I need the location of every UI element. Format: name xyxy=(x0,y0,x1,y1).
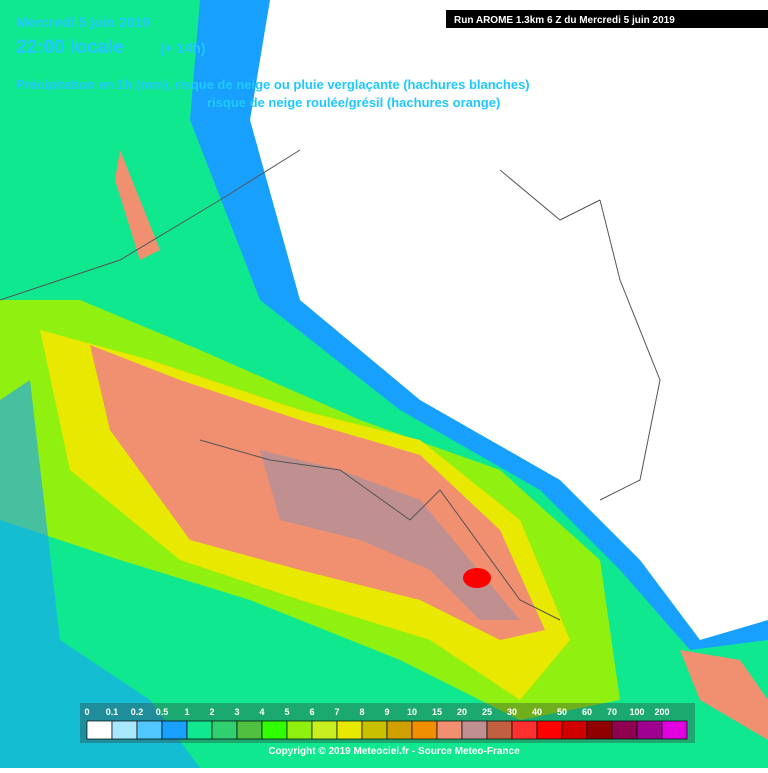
legend-label: 0 xyxy=(84,707,89,717)
legend: 0 0.1 0.2 0.5 1 2 3 4 5 6 7 8 9 10 15 20 25 30 40 50 60 70 100… xyxy=(80,703,695,743)
time: 22:00 locale xyxy=(16,37,124,58)
run-info: Run AROME 1.3km 6 Z du Mercredi 5 juin 2… xyxy=(454,15,675,26)
legend-swatch xyxy=(136,720,163,740)
legend-label: 3 xyxy=(234,707,239,717)
legend-swatch xyxy=(311,720,338,740)
date: Mercredi 5 juin 2019 xyxy=(16,14,150,30)
field-sw xyxy=(0,380,200,768)
legend-swatch xyxy=(536,720,563,740)
field-mauve xyxy=(260,450,520,620)
legend-label: 60 xyxy=(582,707,592,717)
legend-swatch xyxy=(211,720,238,740)
field-east xyxy=(680,650,768,740)
legend-swatch xyxy=(386,720,413,740)
legend-swatch xyxy=(436,720,463,740)
legend-label: 8 xyxy=(359,707,364,717)
legend-label: 0.1 xyxy=(106,707,119,717)
legend-label: 9 xyxy=(384,707,389,717)
legend-label: 4 xyxy=(259,707,264,717)
legend-label: 5 xyxy=(284,707,289,717)
legend-label: 0.2 xyxy=(131,707,144,717)
field-peak xyxy=(463,568,491,588)
legend-label: 1 xyxy=(184,707,189,717)
legend-label: 100 xyxy=(629,707,644,717)
description: Précipitation en 1h (mm), risque de neig… xyxy=(16,77,530,92)
legend-swatch xyxy=(86,720,113,740)
legend-label: 15 xyxy=(432,707,442,717)
legend-swatch xyxy=(161,720,188,740)
offset: (+ 14h) xyxy=(160,40,206,56)
run-box xyxy=(446,10,768,28)
legend-swatch xyxy=(511,720,538,740)
legend-swatch xyxy=(486,720,513,740)
legend-label: 2 xyxy=(209,707,214,717)
copyright: Copyright © 2019 Meteociel.fr - Source M… xyxy=(268,746,520,757)
legend-swatch xyxy=(411,720,438,740)
legend-label: 50 xyxy=(557,707,567,717)
legend-label: 30 xyxy=(507,707,517,717)
borders xyxy=(0,149,661,621)
legend-swatch xyxy=(561,720,588,740)
legend-swatch xyxy=(586,720,613,740)
legend-swatch xyxy=(661,720,688,740)
legend-swatch xyxy=(461,720,488,740)
legend-label: 7 xyxy=(334,707,339,717)
legend-swatch xyxy=(636,720,663,740)
legend-label: 0.5 xyxy=(156,707,169,717)
legend-label: 40 xyxy=(532,707,542,717)
legend-label: 10 xyxy=(407,707,417,717)
legend-swatch xyxy=(186,720,213,740)
legend-label: 70 xyxy=(607,707,617,717)
legend-label: 6 xyxy=(309,707,314,717)
legend-swatch xyxy=(361,720,388,740)
legend-swatch xyxy=(336,720,363,740)
legend-label: 200 xyxy=(654,707,669,717)
legend-swatch xyxy=(611,720,638,740)
legend-swatch xyxy=(236,720,263,740)
description-2: risque de neige roulée/grésil (hachures … xyxy=(207,95,500,110)
legend-label: 20 xyxy=(457,707,467,717)
legend-swatch xyxy=(286,720,313,740)
legend-label: 25 xyxy=(482,707,492,717)
legend-swatch xyxy=(261,720,288,740)
field-streak xyxy=(115,150,160,260)
legend-swatch xyxy=(111,720,138,740)
